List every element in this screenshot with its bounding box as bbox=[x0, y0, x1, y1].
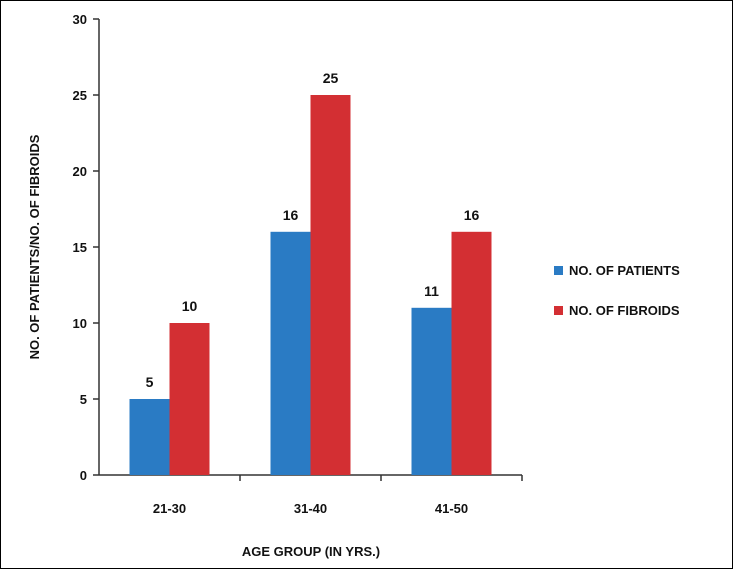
y-tick-label: 25 bbox=[73, 88, 87, 103]
y-ticks: 0 5 10 15 20 25 30 bbox=[73, 12, 99, 483]
y-tick-label: 20 bbox=[73, 164, 87, 179]
data-label: 25 bbox=[323, 70, 339, 86]
y-tick-label: 10 bbox=[73, 316, 87, 331]
x-tick-label: 31-40 bbox=[294, 501, 327, 516]
y-axis-title: NO. OF PATIENTS/NO. OF FIBROIDS bbox=[27, 134, 42, 359]
data-label: 5 bbox=[146, 374, 154, 390]
data-label: 16 bbox=[464, 207, 480, 223]
y-tick-label: 15 bbox=[73, 240, 87, 255]
data-label: 11 bbox=[424, 283, 439, 299]
legend-swatch bbox=[554, 306, 563, 315]
legend-swatch bbox=[554, 266, 563, 275]
bar-fibroids bbox=[310, 95, 351, 475]
bars bbox=[129, 95, 492, 475]
x-tick-label: 21-30 bbox=[153, 501, 186, 516]
bar-fibroids bbox=[169, 323, 210, 475]
bar-fibroids bbox=[451, 231, 492, 475]
data-label: 10 bbox=[182, 298, 198, 314]
x-axis-title: AGE GROUP (IN YRS.) bbox=[242, 544, 380, 559]
y-tick-label: 5 bbox=[80, 392, 87, 407]
data-labels: 5 10 16 25 11 16 bbox=[146, 70, 480, 390]
bar-patients bbox=[129, 399, 170, 475]
y-tick-label: 0 bbox=[80, 468, 87, 483]
legend-label: NO. OF PATIENTS bbox=[569, 263, 680, 278]
data-label: 16 bbox=[283, 207, 299, 223]
legend-label: NO. OF FIBROIDS bbox=[569, 303, 680, 318]
bar-patients bbox=[411, 307, 452, 475]
y-tick-label: 30 bbox=[73, 12, 87, 27]
x-ticks: 21-30 31-40 41-50 bbox=[153, 475, 523, 516]
legend: NO. OF PATIENTS NO. OF FIBROIDS bbox=[554, 263, 680, 318]
x-tick-label: 41-50 bbox=[435, 501, 468, 516]
bar-patients bbox=[270, 231, 311, 475]
